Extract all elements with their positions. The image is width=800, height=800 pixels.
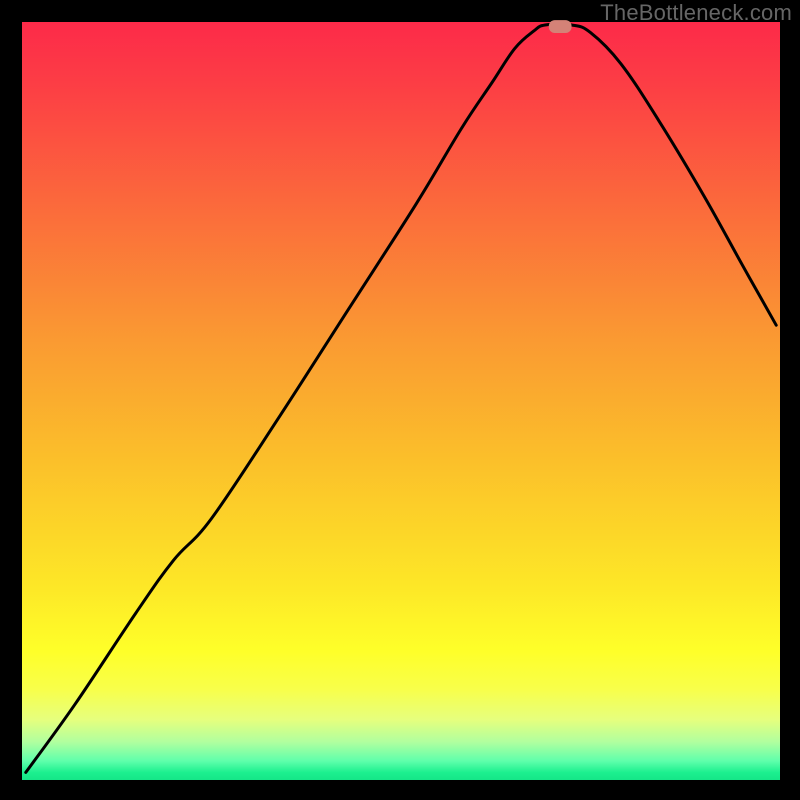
optimal-marker <box>549 20 572 33</box>
chart-container: { "meta": { "source_watermark": "TheBott… <box>0 0 800 800</box>
plot-background <box>22 22 780 780</box>
watermark-text: TheBottleneck.com <box>600 0 792 26</box>
bottleneck-curve-chart <box>0 0 800 800</box>
